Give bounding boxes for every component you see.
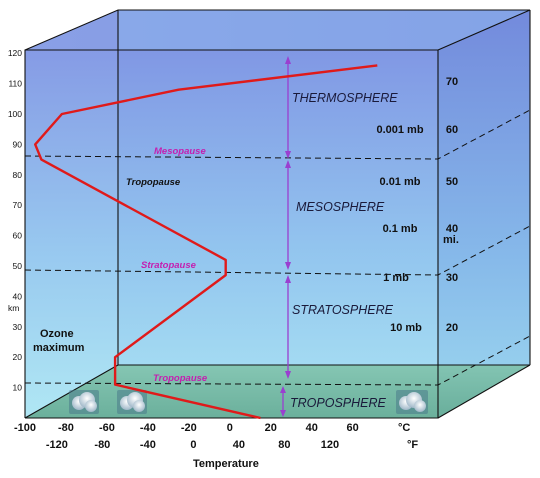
tropopause-label: Tropopause xyxy=(153,373,208,384)
mesopause-label: Mesopause xyxy=(154,146,206,157)
ozone-label: Ozone maximum xyxy=(33,328,85,354)
mb-tick-label: 1 mb xyxy=(383,272,409,284)
km-tick-label: 10 xyxy=(13,383,23,393)
cloud-icon xyxy=(117,390,147,414)
altitude-km-axis: 120 110 100 90 80 70 60 50 40 30 20 10 xyxy=(8,48,22,392)
mb-tick-label: 0.01 mb xyxy=(380,176,421,188)
boundary-lines xyxy=(24,109,531,386)
km-tick-label: 100 xyxy=(8,109,22,119)
km-tick-label: 110 xyxy=(8,79,22,89)
thermosphere-label: THERMOSPHERE xyxy=(292,91,398,105)
troposphere-label: TROPOSPHERE xyxy=(290,396,387,410)
fahrenheit-tick-label: 40 xyxy=(233,439,245,451)
temperature-axis-title: Temperature xyxy=(193,458,259,470)
km-tick-label: 120 xyxy=(8,48,22,58)
atmosphere-box xyxy=(24,9,531,419)
stratosphere-label: STRATOSPHERE xyxy=(292,303,394,317)
mesosphere-label: MESOSPHERE xyxy=(296,200,385,214)
fahrenheit-unit-label: °F xyxy=(407,439,418,451)
fahrenheit-axis: -120 -80 -40 0 40 80 120 xyxy=(46,439,339,451)
cloud-icon xyxy=(396,390,428,414)
mi-tick-label: 20 xyxy=(446,322,458,334)
fahrenheit-tick-label: 120 xyxy=(321,439,339,451)
temperature-profile-line xyxy=(34,64,378,420)
stratopause-line xyxy=(24,225,531,276)
mi-tick-label: 60 xyxy=(446,124,458,136)
altitude-mi-axis: 70 60 50 40 30 20 xyxy=(446,76,458,334)
km-tick-label: 50 xyxy=(13,261,23,271)
clouds xyxy=(69,390,428,414)
celsius-tick-label: -80 xyxy=(58,422,74,434)
celsius-tick-label: -20 xyxy=(181,422,197,434)
svg-text:maximum: maximum xyxy=(33,342,85,354)
km-unit-label: km xyxy=(8,303,19,313)
celsius-tick-label: -100 xyxy=(14,422,36,434)
km-tick-label: 90 xyxy=(13,139,23,149)
fahrenheit-tick-label: 0 xyxy=(190,439,196,451)
celsius-tick-label: 0 xyxy=(227,422,233,434)
km-tick-label: 70 xyxy=(13,200,23,210)
mi-tick-label: 70 xyxy=(446,76,458,88)
celsius-tick-label: 40 xyxy=(306,422,318,434)
fahrenheit-tick-label: -120 xyxy=(46,439,68,451)
km-tick-label: 40 xyxy=(13,291,23,301)
fahrenheit-tick-label: -80 xyxy=(94,439,110,451)
celsius-unit-label: °C xyxy=(398,422,410,434)
stratopause-label: Stratopause xyxy=(141,260,197,271)
mi-tick-label: 30 xyxy=(446,272,458,284)
mi-unit-label: mi. xyxy=(443,234,459,246)
celsius-tick-label: 60 xyxy=(347,422,359,434)
right-face xyxy=(438,10,530,418)
cloud-icon xyxy=(69,390,99,414)
mi-tick-label: 50 xyxy=(446,176,458,188)
km-tick-label: 30 xyxy=(13,322,23,332)
mi-tick-label: 40 xyxy=(446,223,458,235)
fahrenheit-tick-label: -40 xyxy=(140,439,156,451)
celsius-tick-label: -40 xyxy=(140,422,156,434)
km-tick-label: 60 xyxy=(13,231,23,241)
celsius-tick-label: 20 xyxy=(265,422,277,434)
tropopause-note: Tropopause xyxy=(126,177,181,188)
mb-tick-label: 0.1 mb xyxy=(383,223,418,235)
front-face xyxy=(25,50,438,418)
mb-tick-label: 0.001 mb xyxy=(376,124,423,136)
pressure-mb-axis: 0.001 mb 0.01 mb 0.1 mb 1 mb 10 mb xyxy=(376,124,423,334)
fahrenheit-tick-label: 80 xyxy=(278,439,290,451)
km-tick-label: 80 xyxy=(13,170,23,180)
km-tick-label: 20 xyxy=(13,352,23,362)
boundary-labels: Mesopause Stratopause Tropopause Tropopa… xyxy=(126,146,208,384)
mesopause-line xyxy=(24,109,531,160)
svg-text:Ozone: Ozone xyxy=(40,328,74,340)
mb-tick-label: 10 mb xyxy=(390,322,422,334)
celsius-tick-label: -60 xyxy=(99,422,115,434)
tropopause-line xyxy=(24,335,531,386)
layer-labels: THERMOSPHERE MESOSPHERE STRATOSPHERE TRO… xyxy=(290,91,398,410)
celsius-axis: -100 -80 -60 -40 -20 0 20 40 60 xyxy=(14,422,359,434)
